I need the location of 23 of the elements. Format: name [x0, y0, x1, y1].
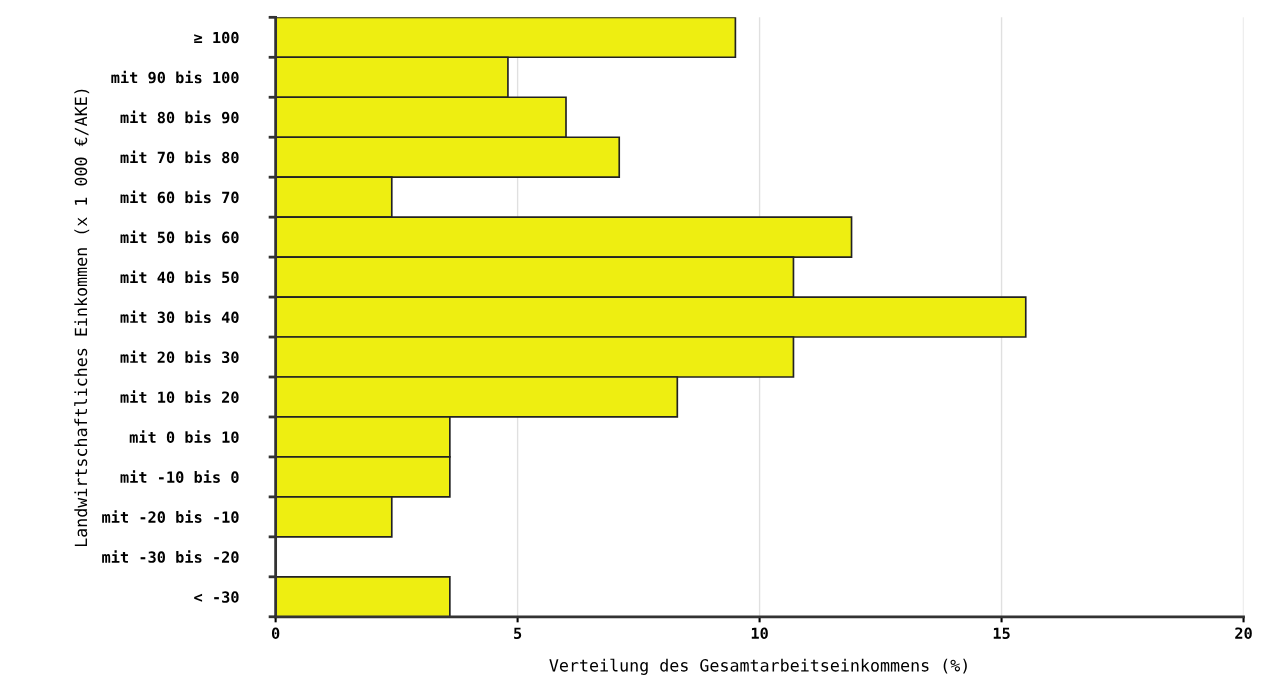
y-tick-label: mit 60 bis 70: [120, 190, 239, 204]
y-axis-title: Landwirtschaftliches Einkommen (x 1 000 €/AKE): [74, 89, 90, 547]
y-tick-label: mit 30 bis 40: [120, 310, 239, 324]
x-tick-label: 20: [1235, 627, 1252, 640]
x-tick-label: 15: [993, 627, 1010, 640]
y-tick-label: mit 50 bis 60: [120, 230, 239, 244]
x-tick-label: 5: [514, 627, 522, 640]
y-tick-label: < -30: [194, 591, 239, 603]
y-tick-label: mit 10 bis 20: [120, 390, 239, 403]
bar: [275, 575, 451, 617]
y-tick-label: mit -30 bis -20: [102, 550, 239, 563]
y-tick-label: mit 80 bis 90: [120, 110, 239, 124]
y-tick-label: mit -20 bis -10: [102, 510, 239, 523]
y-tick-label: mit 20 bis 30: [120, 350, 239, 364]
y-tick-label: mit 90 bis 100: [111, 70, 239, 84]
y-tick-label: mit 0 bis 10: [129, 430, 239, 443]
y-tick-label: mit 40 bis 50: [120, 270, 239, 284]
y-tick-label: mit 70 bis 80: [120, 150, 239, 164]
y-tick-label: mit -10 bis 0: [120, 470, 239, 483]
x-tick-label: 10: [751, 627, 768, 640]
x-tick-label: 0: [271, 627, 280, 640]
x-axis-title: Verteilung des Gesamtarbeitseinkommens (%): [549, 658, 967, 675]
y-tick-label: ≥ 100: [194, 31, 239, 44]
